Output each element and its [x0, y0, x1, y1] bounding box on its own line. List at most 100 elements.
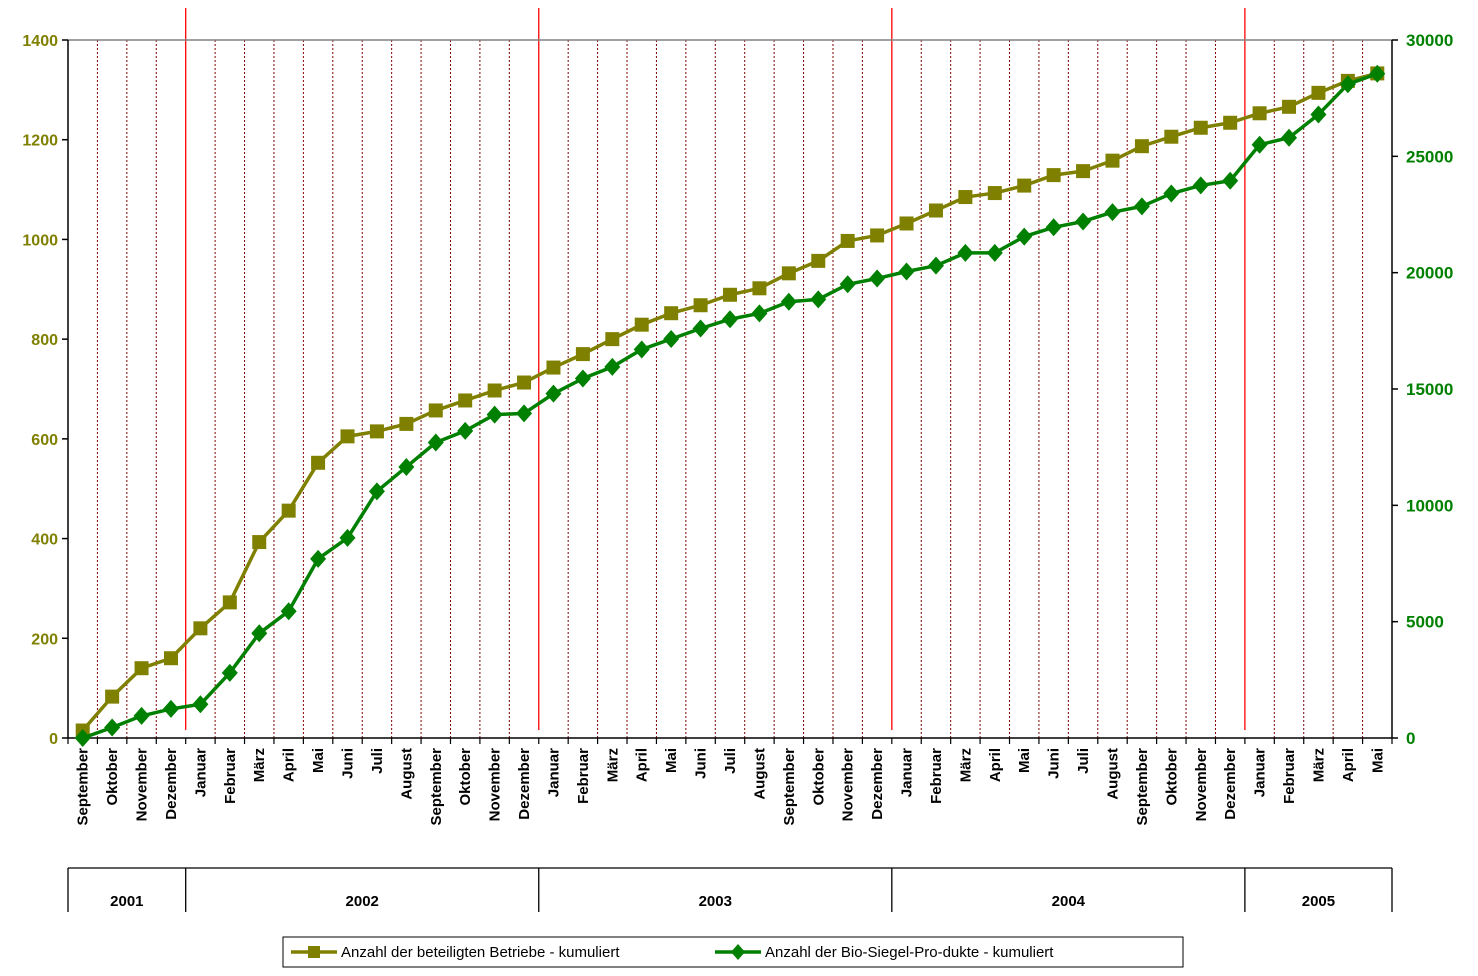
data-point-square [1076, 164, 1091, 179]
grid-layer [96, 8, 1364, 738]
legend-marker-square [308, 946, 320, 958]
data-point-diamond [1163, 184, 1180, 203]
month-label: Januar [192, 748, 209, 797]
data-point-square [1193, 120, 1208, 135]
month-label: Dezember [516, 748, 533, 820]
month-label: April [634, 748, 651, 782]
data-point-square [369, 424, 384, 439]
month-label: Oktober [457, 748, 474, 806]
data-point-square [605, 332, 620, 347]
legend-label-1: Anzahl der beteiligten Betriebe - kumuli… [341, 944, 620, 961]
data-point-square [899, 216, 914, 231]
data-point-square [1046, 168, 1061, 183]
data-point-square [517, 375, 532, 390]
data-point-diamond [633, 340, 650, 359]
month-label: März [251, 748, 268, 782]
data-point-square [664, 306, 679, 321]
year-label: 2002 [346, 893, 379, 910]
legend-box [282, 936, 1184, 968]
month-label: September [781, 748, 798, 826]
data-point-square [1017, 178, 1032, 193]
data-point-square [811, 253, 826, 268]
data-point-square [1282, 99, 1297, 114]
month-label: November [840, 748, 857, 822]
data-point-square [163, 651, 178, 666]
data-point-diamond [692, 319, 709, 338]
month-label: Januar [1252, 748, 1269, 797]
data-point-square [1252, 106, 1267, 121]
month-label: Februar [222, 748, 239, 804]
month-label: Dezember [163, 748, 180, 820]
month-label: Januar [545, 748, 562, 797]
data-point-diamond [957, 243, 974, 262]
data-point-diamond [368, 482, 385, 501]
month-label: Mai [663, 748, 680, 773]
data-point-square [1134, 139, 1149, 154]
month-label: Mai [1369, 748, 1386, 773]
series-line-2 [82, 72, 1378, 740]
series-layer [74, 64, 1386, 747]
month-label: Oktober [1163, 748, 1180, 806]
series-line-1 [81, 71, 1378, 732]
data-point-diamond [221, 663, 238, 682]
right-tick-label: 15000 [1406, 380, 1453, 399]
month-label: Februar [575, 748, 592, 804]
data-point-square [928, 203, 943, 218]
left-tick-label: 400 [31, 532, 58, 549]
data-point-diamond [74, 729, 91, 747]
data-point-square [1105, 153, 1120, 168]
data-point-square [575, 347, 590, 362]
data-point-diamond [1104, 203, 1121, 222]
month-label: April [987, 748, 1004, 782]
data-point-diamond [1251, 135, 1268, 154]
month-label: Januar [899, 748, 916, 797]
data-point-diamond [1045, 218, 1062, 237]
month-label: Oktober [810, 748, 827, 806]
data-point-diamond [457, 421, 474, 440]
data-point-diamond [722, 310, 738, 329]
left-tick-label: 800 [31, 332, 58, 349]
year-label: 2005 [1302, 893, 1335, 910]
data-point-square [487, 383, 502, 398]
data-point-square [134, 661, 149, 676]
data-point-square [1311, 85, 1326, 100]
month-label: Juni [1046, 748, 1063, 779]
left-tick-label: 200 [31, 631, 58, 648]
left-tick-label: 600 [31, 432, 58, 449]
data-point-diamond [927, 256, 944, 275]
data-point-square [840, 233, 855, 248]
data-point-square [870, 228, 885, 243]
data-point-diamond [545, 384, 562, 403]
month-label: April [281, 748, 298, 782]
month-label: Mai [1016, 748, 1033, 773]
month-label: November [487, 748, 504, 822]
data-point-square [222, 595, 237, 610]
month-label: März [604, 748, 621, 782]
data-point-square [340, 429, 355, 444]
right-tick-label: 5000 [1406, 613, 1444, 632]
data-point-diamond [192, 695, 209, 714]
data-point-square [428, 403, 443, 418]
data-point-diamond [574, 369, 591, 388]
data-point-diamond [810, 290, 827, 309]
left-tick-label: 1400 [22, 33, 58, 50]
month-label: Mai [310, 748, 327, 773]
data-point-diamond [339, 528, 356, 547]
data-point-diamond [162, 699, 179, 718]
month-label: September [1134, 748, 1151, 826]
data-point-diamond [604, 357, 621, 376]
month-label: Dezember [869, 748, 886, 820]
legend-marker-diamond [731, 944, 745, 960]
data-point-square [252, 535, 267, 550]
data-point-square [399, 416, 414, 431]
data-point-diamond [1339, 75, 1356, 94]
data-point-square [987, 186, 1002, 201]
data-point-square [781, 266, 796, 281]
month-label: Juni [340, 748, 357, 779]
data-point-diamond [280, 602, 297, 621]
data-point-diamond [133, 706, 150, 725]
year-label: 2003 [699, 893, 732, 910]
left-tick-label: 1200 [22, 133, 58, 150]
data-point-diamond [1075, 212, 1092, 231]
data-point-diamond [869, 269, 886, 288]
